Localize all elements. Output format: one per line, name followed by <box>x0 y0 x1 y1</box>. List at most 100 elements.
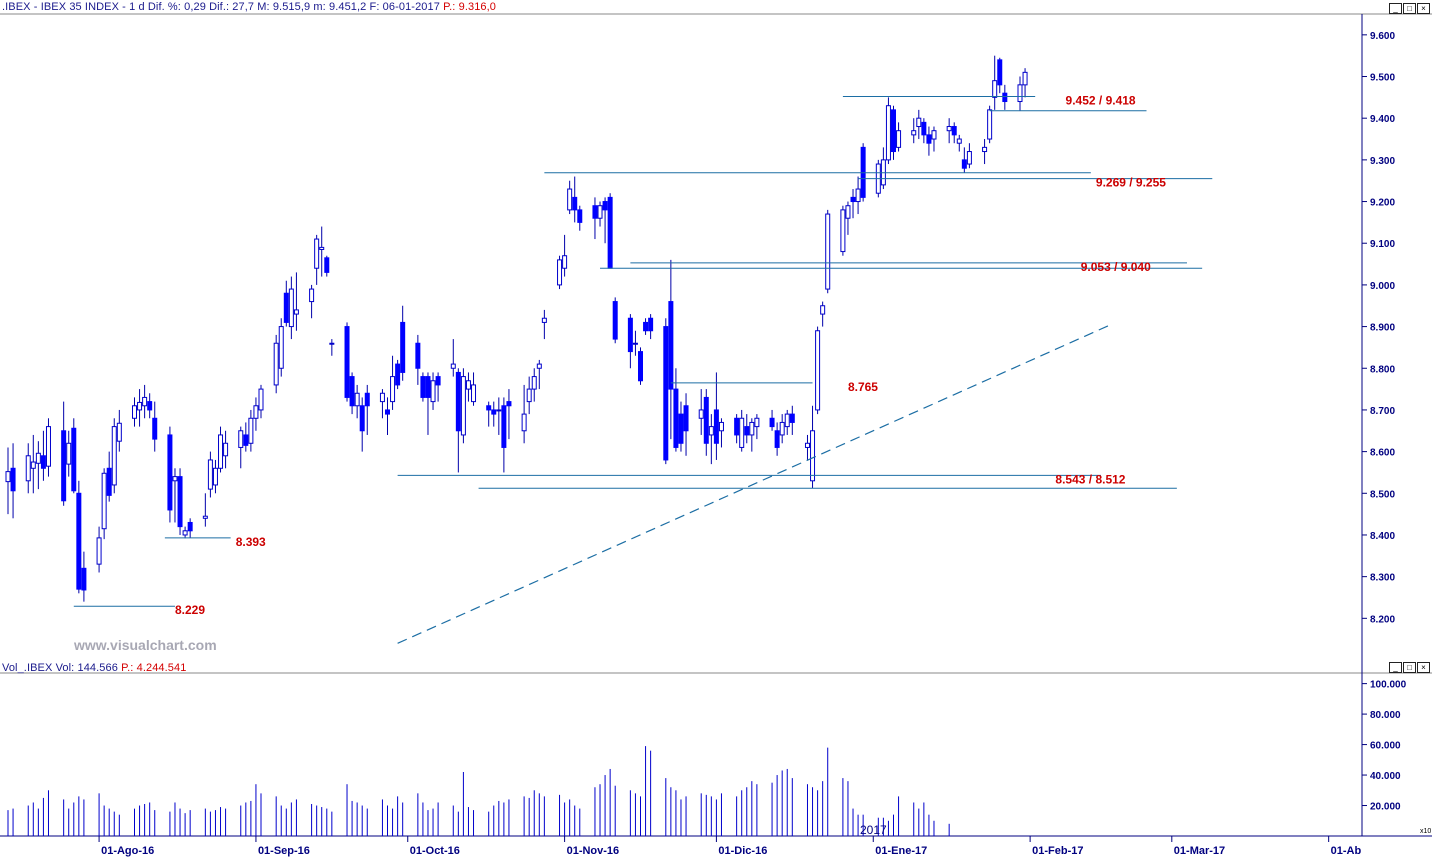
candle-body <box>207 459 213 490</box>
candle <box>40 430 46 481</box>
candle <box>395 359 401 390</box>
minimize-icon[interactable]: _ <box>1389 3 1402 14</box>
candle-body <box>354 392 360 407</box>
candle <box>293 272 299 331</box>
candle-body <box>926 134 932 144</box>
volume-bars-layer <box>7 746 950 836</box>
candle <box>592 197 598 240</box>
candle-body <box>491 409 497 415</box>
candle <box>921 118 927 144</box>
level-label: 8.229 <box>175 603 205 617</box>
candle <box>678 401 684 452</box>
close-icon[interactable]: × <box>1417 3 1430 14</box>
candle <box>344 322 350 402</box>
candle <box>349 372 355 415</box>
candle <box>1022 68 1028 98</box>
candle-body <box>501 405 507 448</box>
candle-body <box>744 426 750 436</box>
candle-body <box>329 342 335 345</box>
x-tick-label: 01-Ago-16 <box>101 845 154 857</box>
candle <box>820 301 826 327</box>
candle <box>329 339 335 356</box>
candle <box>885 97 891 165</box>
candle <box>288 276 294 340</box>
x-tick-label: 01-Dic-16 <box>718 845 767 857</box>
candle <box>385 397 390 435</box>
candle-body <box>319 246 325 250</box>
candle-body <box>395 363 401 386</box>
level-label: 9.452 / 9.418 <box>1066 94 1136 108</box>
candle <box>400 305 406 381</box>
candle <box>30 434 36 494</box>
candle-body <box>956 138 962 144</box>
candle-body <box>430 380 436 403</box>
candle <box>471 372 477 406</box>
candle-body <box>465 380 471 390</box>
candle <box>420 372 426 402</box>
candle-body <box>425 376 431 398</box>
candle <box>218 426 224 473</box>
candle-body <box>845 205 851 219</box>
level-label: 9.053 / 9.040 <box>1081 260 1151 274</box>
candle <box>713 372 719 460</box>
candle-body <box>25 455 31 482</box>
candle-body <box>471 384 477 403</box>
candle-body <box>784 413 790 428</box>
candle <box>212 459 218 494</box>
candle <box>106 451 112 502</box>
candle-body <box>597 205 603 219</box>
candle-body <box>896 130 902 148</box>
volume-close-icon[interactable]: × <box>1417 662 1430 673</box>
level-label: 8.765 <box>848 380 878 394</box>
header-dif-pct: Dif. %: 0,29 <box>147 1 206 13</box>
candle-body <box>223 442 229 457</box>
candle <box>273 334 279 394</box>
candle-body <box>749 421 755 436</box>
candle-body <box>607 196 613 269</box>
level-label: 8.543 / 8.512 <box>1055 472 1125 486</box>
candle-body <box>248 417 254 444</box>
candle-body <box>992 80 998 98</box>
candle-body <box>238 430 244 448</box>
candle <box>638 347 643 385</box>
candle-body <box>1017 84 1023 103</box>
candle <box>703 389 709 456</box>
volume-minimize-icon[interactable]: _ <box>1389 662 1402 673</box>
candles-layer <box>5 55 1028 602</box>
price-y-tick-label: 8.400 <box>1370 531 1395 542</box>
candle-body <box>61 430 67 502</box>
candle <box>774 422 780 456</box>
candle-body <box>526 388 532 403</box>
header-date: F: 06-01-2017 <box>369 1 440 13</box>
price-y-tick-label: 8.800 <box>1370 364 1395 375</box>
candle-body <box>273 342 279 386</box>
candle-body <box>673 388 679 448</box>
candle-body <box>825 213 831 290</box>
candle-body <box>911 130 917 136</box>
candle-body <box>612 301 618 340</box>
level-label: 9.269 / 9.255 <box>1096 176 1166 190</box>
candle-body <box>177 476 183 528</box>
candle-body <box>96 537 102 565</box>
candle <box>815 326 821 415</box>
candle-body <box>810 430 816 482</box>
candle-body <box>455 371 461 432</box>
candle-body <box>1022 71 1028 86</box>
candle-body <box>703 396 709 444</box>
candle-body <box>521 413 527 432</box>
header-prefix: .IBEX - IBEX 35 INDEX - 1 d <box>2 1 145 13</box>
candle <box>992 55 998 110</box>
volume-maximize-icon[interactable]: □ <box>1403 662 1416 673</box>
candle <box>167 426 173 523</box>
candle-body <box>891 109 896 153</box>
candle <box>521 384 527 444</box>
candle-body <box>106 467 112 496</box>
candle <box>248 409 254 452</box>
maximize-icon[interactable]: □ <box>1403 3 1416 14</box>
candle <box>283 280 289 327</box>
candle <box>602 197 608 244</box>
candle-body <box>81 567 87 591</box>
candle <box>966 143 972 169</box>
candle-body <box>683 405 689 432</box>
